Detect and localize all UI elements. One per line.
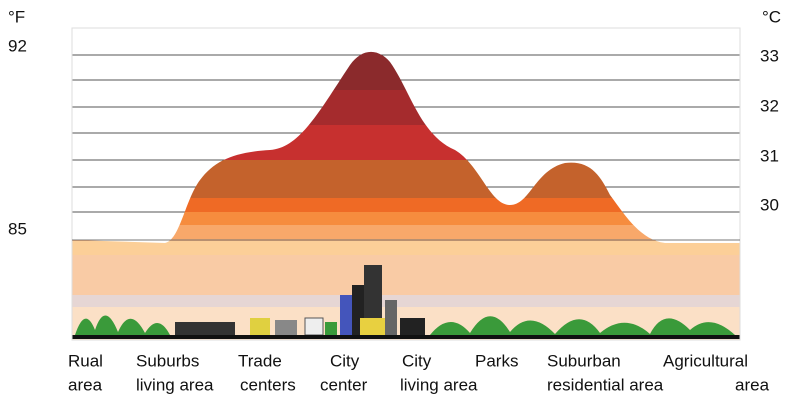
area-label: Suburbs <box>136 351 199 370</box>
area-label: center <box>320 375 368 394</box>
area-label: area <box>68 375 103 394</box>
area-label: Agricultural <box>663 351 748 370</box>
frame <box>71 27 741 341</box>
left-label: 92 <box>8 36 27 55</box>
right-label: 32 <box>760 96 779 115</box>
right-label: 31 <box>760 146 779 165</box>
right-unit: °C <box>762 7 781 26</box>
area-label: Parks <box>475 351 518 370</box>
right-label: 30 <box>760 195 779 214</box>
area-label: Suburban <box>547 351 621 370</box>
skyline <box>72 265 740 339</box>
area-label: Trade <box>238 351 282 370</box>
area-label: centers <box>240 375 296 394</box>
left-label: 85 <box>8 219 27 238</box>
area-label: residential area <box>547 375 664 394</box>
right-label: 33 <box>760 46 779 65</box>
area-label: City <box>402 351 432 370</box>
area-label: area <box>735 375 770 394</box>
heat-profile <box>72 51 740 340</box>
area-label: City <box>330 351 360 370</box>
area-label: living area <box>136 375 214 394</box>
area-label: Rual <box>68 351 103 370</box>
area-label: living area <box>400 375 478 394</box>
left-unit: °F <box>8 7 25 26</box>
